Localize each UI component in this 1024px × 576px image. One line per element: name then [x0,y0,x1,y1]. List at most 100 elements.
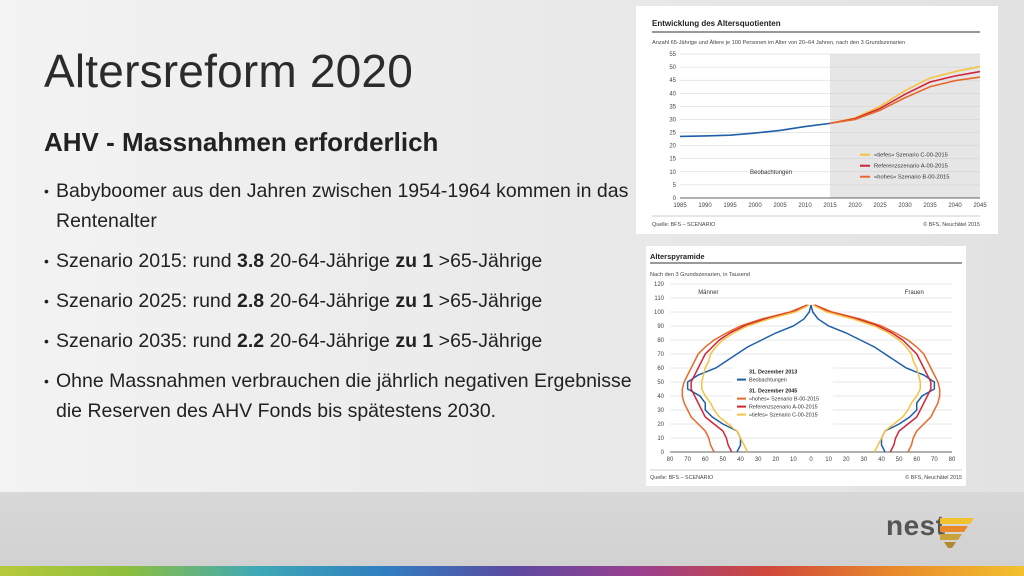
x-tick-label: 2000 [748,203,762,209]
pyramid-line-men [690,304,808,453]
x-tick-label: 1990 [698,203,712,209]
x-tick-label: 70 [684,457,691,463]
x-tick-label: 60 [913,457,920,463]
bullet-bold-text: zu 1 [395,330,434,352]
x-tick-label: 10 [790,457,797,463]
bullet-text: 20-64-Jährige [264,330,396,352]
x-tick-label: 80 [667,457,674,463]
x-tick-label: 2035 [923,203,937,209]
y-tick-label: 110 [654,296,664,302]
legend-heading: 31. Dezember 2045 [749,389,797,395]
y-tick-label: 30 [657,408,664,414]
y-tick-label: 50 [669,65,676,71]
series-line [679,122,831,138]
pyramid-line-women [812,304,922,453]
x-tick-label: 1995 [723,203,737,209]
bullet-text: Ohne Massnahmen verbrauchen die jährlich… [56,370,632,422]
legend-label: «tiefes» Szenario C-00-2015 [749,413,818,419]
y-tick-label: 80 [657,338,664,344]
pyramid-line-women [814,304,932,453]
color-stripe [0,566,1024,576]
y-tick-label: 90 [657,324,664,330]
bullet-bold-text: zu 1 [395,250,434,272]
y-tick-label: 20 [657,422,664,428]
bullet-text: Szenario 2015: rund [56,250,238,272]
y-tick-label: 70 [657,352,664,358]
y-tick-label: 10 [669,170,676,176]
alterspyramide-chart: Alterspyramide Nach den 3 Grundszenarien,… [650,252,962,481]
x-tick-label: 30 [861,457,868,463]
y-tick-label: 15 [669,157,676,163]
x-tick-label: 2025 [873,203,887,209]
source-label: Quelle: BFS – SCENARIO [652,222,715,228]
bullet-text: >65-Jährige [433,250,543,272]
altersquotient-chart: Entwicklung des Altersquotienten Anzahl 6… [652,19,987,228]
bullet-text: 20-64-Jährige [264,290,396,312]
legend-label: Beobachtungen [749,378,787,384]
nest-logo: nest [886,510,946,541]
bullet-item: Babyboomer aus den Jahren zwischen 1954-… [44,176,644,236]
y-tick-label: 30 [669,117,676,123]
y-tick-label: 60 [657,366,664,372]
x-tick-label: 2045 [973,203,987,209]
bullet-text: Szenario 2025: rund [56,290,238,312]
legend-label: «hohes» Szenario B-00-2015 [749,397,819,403]
y-tick-label: 35 [669,104,676,110]
bullet-bold-text: zu 1 [395,290,434,312]
legend-heading: 31. Dezember 2013 [749,370,797,376]
y-tick-label: 120 [654,282,665,288]
x-tick-label: 70 [931,457,938,463]
x-tick-label: 60 [702,457,709,463]
bullet-item: Szenario 2015: rund 3.8 20-64-Jährige zu… [44,246,644,276]
bullet-item: Szenario 2035: rund 2.2 20-64-Jährige zu… [44,326,644,356]
y-tick-label: 40 [669,91,676,97]
x-tick-label: 2005 [773,203,787,209]
y-tick-label: 20 [669,144,676,150]
y-tick-label: 100 [654,310,665,316]
y-tick-label: 0 [661,450,665,456]
legend-label: «tiefes» Szenario C-00-2015 [874,153,948,159]
pyramid-line-women [814,304,941,453]
x-tick-label: 20 [772,457,779,463]
pyramid-line-men [681,304,808,453]
alterspyramide-chart-panel: Alterspyramide Nach den 3 Grundszenarien,… [646,246,966,486]
y-tick-label: 10 [657,436,664,442]
bullet-text: >65-Jährige [433,330,543,352]
legend-box [732,366,833,429]
bullet-bold-text: 2.2 [237,330,265,352]
chart-subtitle: Anzahl 65-Jährige und Ältere je 100 Pers… [652,39,905,46]
slide-title: Altersreform 2020 [44,45,413,97]
bullet-list: Babyboomer aus den Jahren zwischen 1954-… [44,176,644,436]
chart-title: Alterspyramide [650,252,705,261]
x-tick-label: 2010 [798,203,812,209]
y-tick-label: 40 [657,394,664,400]
x-tick-label: 40 [737,457,744,463]
nest-logo-icon [940,518,974,548]
x-tick-label: 30 [755,457,762,463]
bullet-text: Szenario 2035: rund [56,330,238,352]
annotation-label: Beobachtungen [750,170,792,176]
altersquotient-chart-panel: Entwicklung des Altersquotienten Anzahl 6… [636,6,998,234]
x-tick-label: 0 [809,457,813,463]
x-tick-label: 40 [878,457,885,463]
bullet-text: Babyboomer aus den Jahren zwischen 1954-… [56,180,629,232]
series-line [829,76,981,125]
x-tick-label: 2030 [898,203,912,209]
y-tick-label: 0 [673,196,677,202]
women-label: Frauen [905,290,924,296]
y-tick-label: 45 [669,78,676,84]
y-tick-label: 55 [669,52,676,58]
x-tick-label: 50 [896,457,903,463]
legend-label: «hohes» Szenario B-00-2015 [874,175,949,181]
bullet-text: 20-64-Jährige [264,250,396,272]
x-tick-label: 20 [843,457,850,463]
bullet-bold-text: 3.8 [237,250,265,272]
x-tick-label: 10 [825,457,832,463]
x-tick-label: 1985 [673,203,687,209]
bullet-text: >65-Jährige [433,290,543,312]
legend-label: Referenzszenario A-00-2015 [749,405,818,411]
bullet-item: Ohne Massnahmen verbrauchen die jährlich… [44,366,644,426]
slide-subtitle: AHV - Massnahmen erforderlich [44,127,439,157]
credit-label: © BFS, Neuchâtel 2015 [923,221,980,228]
chart-title: Entwicklung des Altersquotienten [652,19,781,28]
